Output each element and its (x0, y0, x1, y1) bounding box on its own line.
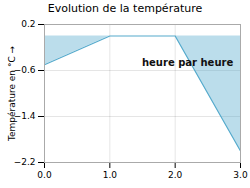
svg-text:−1.4: −1.4 (14, 111, 36, 121)
svg-text:2.0: 2.0 (168, 170, 183, 180)
svg-text:0.2: 0.2 (21, 19, 35, 29)
svg-text:1.0: 1.0 (103, 170, 118, 180)
html-text:Evolution de la température: Evolution de la température (47, 2, 203, 15)
svg-text:Température en °C →: Température en °C → (7, 45, 17, 142)
svg-text:3.0: 3.0 (233, 170, 248, 180)
svg-text:heure par heure: heure par heure (142, 57, 233, 68)
svg-text:0.0: 0.0 (37, 170, 52, 180)
svg-text:−0.6: −0.6 (14, 65, 36, 75)
svg-text:−2.2: −2.2 (14, 157, 36, 167)
